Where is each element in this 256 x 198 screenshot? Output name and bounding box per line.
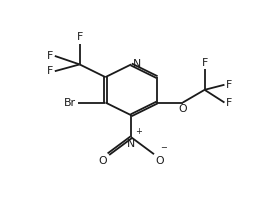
Text: F: F (226, 98, 232, 108)
Text: −: − (160, 144, 167, 152)
Text: N: N (127, 139, 135, 149)
Text: F: F (47, 66, 53, 76)
Text: Br: Br (64, 98, 76, 108)
Text: O: O (98, 156, 107, 166)
Text: N: N (133, 59, 141, 69)
Text: O: O (156, 156, 164, 166)
Text: O: O (178, 104, 187, 114)
Text: +: + (136, 127, 142, 136)
Text: F: F (226, 80, 232, 90)
Text: F: F (47, 51, 53, 61)
Text: F: F (201, 58, 208, 68)
Text: F: F (77, 32, 83, 42)
